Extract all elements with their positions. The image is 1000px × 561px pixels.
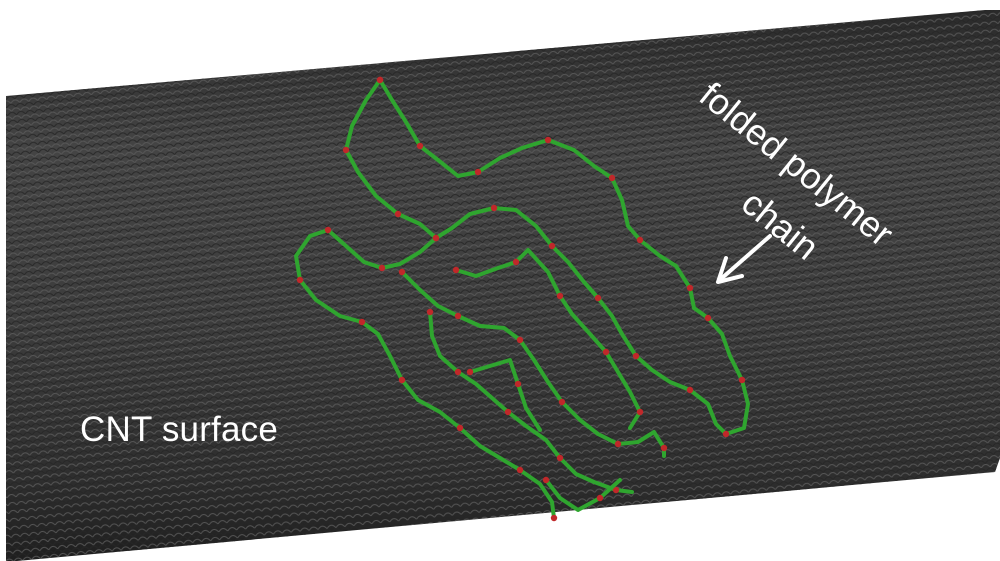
- polymer-atom: [296, 276, 304, 284]
- polymer-atom: [722, 430, 730, 438]
- polymer-atom: [608, 174, 616, 182]
- polymer-strand: [454, 248, 642, 430]
- polymer-strand: [468, 358, 542, 432]
- polymer-atom: [636, 408, 644, 416]
- polymer-atom: [594, 294, 602, 302]
- polymer-atom: [474, 168, 482, 176]
- polymer-atom: [416, 142, 424, 150]
- polymer-atom: [378, 264, 386, 272]
- polymer-strand: [434, 206, 750, 436]
- polymer-atom: [398, 376, 406, 384]
- polymer-strand: [428, 310, 634, 494]
- polymer-atom: [602, 348, 610, 356]
- polymer-atom: [426, 308, 434, 316]
- polymer-atom: [466, 368, 474, 376]
- polymer-atom: [454, 368, 462, 376]
- polymer-atom: [456, 424, 464, 432]
- polymer-atom: [342, 146, 350, 154]
- polymer-strand: [544, 478, 622, 512]
- polymer-strand: [400, 270, 666, 458]
- polymer-atom: [454, 312, 462, 320]
- polymer-atom: [324, 226, 332, 234]
- polymer-atom: [452, 266, 460, 274]
- polymer-atom: [556, 454, 564, 462]
- polymer-atom: [556, 292, 564, 300]
- polymer-atom: [660, 444, 668, 452]
- polymer-atom: [738, 376, 746, 384]
- polymer-atom: [548, 242, 556, 250]
- polymer-atom: [514, 380, 522, 388]
- polymer-atom: [558, 398, 566, 406]
- folded-polymer-chain: [294, 76, 750, 522]
- polymer-atom: [544, 136, 552, 144]
- polymer-atom: [636, 236, 644, 244]
- polymer-atom: [490, 204, 498, 212]
- polymer-atom: [504, 408, 512, 416]
- polymer-atom: [398, 268, 406, 276]
- polymer-atom: [612, 486, 620, 494]
- polymer-atom: [394, 210, 402, 218]
- arrow-down-left-icon: [716, 234, 772, 284]
- polymer-atom: [686, 284, 694, 292]
- polymer-atom: [516, 336, 524, 344]
- polymer-atom: [516, 466, 524, 474]
- polymer-strand: [344, 78, 438, 240]
- cnt-surface-label: CNT surface: [80, 410, 278, 449]
- polymer-atom: [686, 386, 694, 394]
- polymer-atom: [550, 514, 558, 522]
- polymer-atom: [512, 258, 520, 266]
- polymer-atom: [704, 314, 712, 322]
- polymer-atom: [432, 234, 440, 242]
- polymer-atom: [614, 440, 622, 448]
- polymer-atom: [376, 76, 384, 84]
- polymer-strand: [378, 78, 696, 310]
- polymer-atom: [542, 476, 550, 484]
- polymer-atom: [632, 352, 640, 360]
- polymer-atom: [596, 494, 604, 502]
- polymer-atom: [358, 318, 366, 326]
